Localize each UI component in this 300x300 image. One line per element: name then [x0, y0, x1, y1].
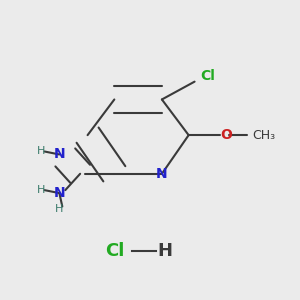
Text: O: O	[220, 128, 232, 142]
Text: N: N	[156, 167, 168, 181]
Text: N: N	[53, 148, 65, 161]
Text: H: H	[55, 204, 64, 214]
Text: H: H	[37, 185, 46, 195]
Text: Cl: Cl	[105, 242, 124, 260]
Text: H: H	[158, 242, 172, 260]
Text: N: N	[53, 186, 65, 200]
Text: CH₃: CH₃	[253, 129, 276, 142]
Text: Cl: Cl	[200, 69, 215, 83]
Text: H: H	[37, 146, 46, 157]
